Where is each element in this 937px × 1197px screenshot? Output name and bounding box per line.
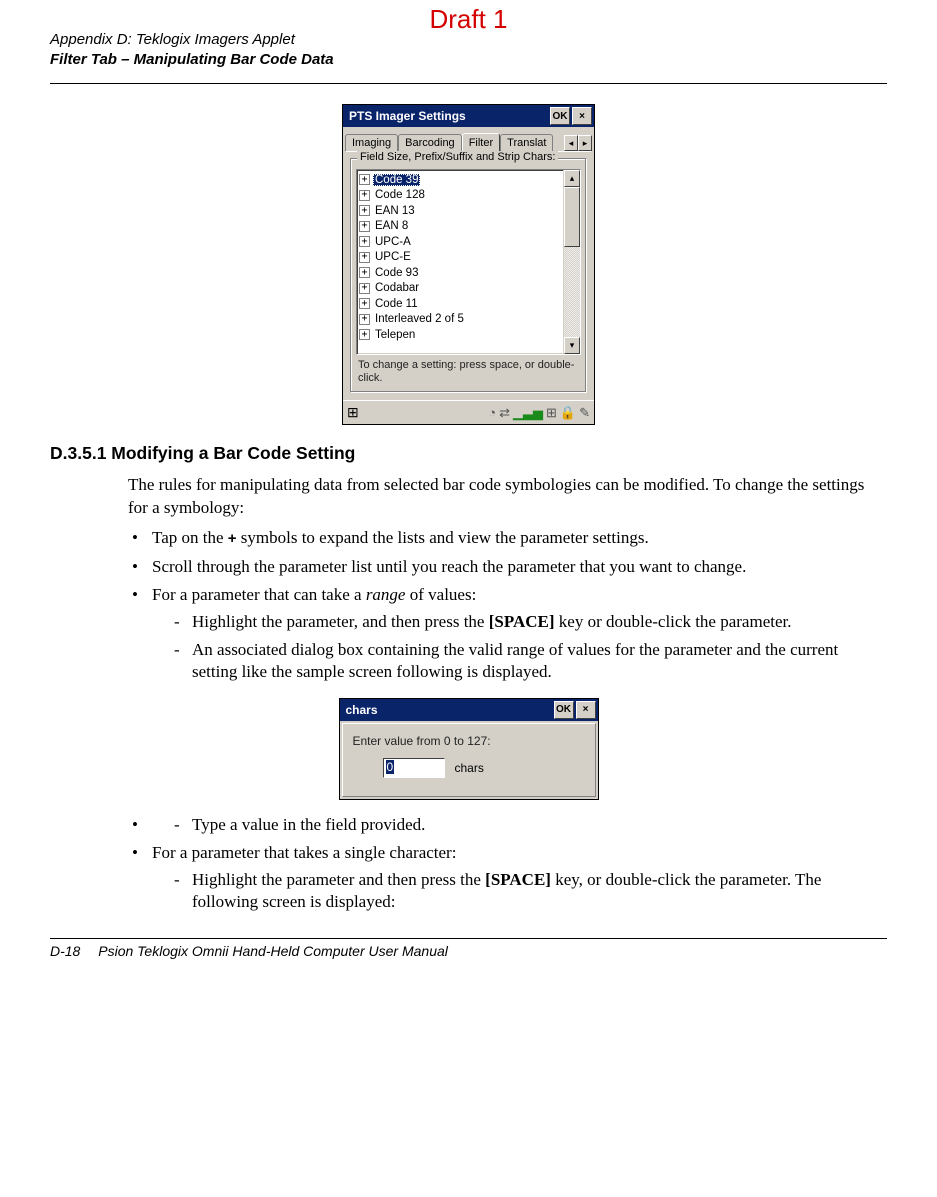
- tree-row[interactable]: +Code 128: [359, 188, 561, 204]
- tree-row[interactable]: +EAN 8: [359, 219, 561, 235]
- expand-icon[interactable]: +: [359, 174, 370, 185]
- draft-watermark: Draft 1: [429, 4, 507, 35]
- bullet-item: For a parameter that can take a range of…: [128, 584, 877, 684]
- tab-scroll-right-button[interactable]: ▸: [578, 135, 592, 151]
- tree-row[interactable]: +UPC-E: [359, 250, 561, 266]
- signal-icon[interactable]: ▁▃▅: [513, 405, 543, 421]
- ok-button[interactable]: OK: [550, 107, 570, 125]
- tree-row[interactable]: +Code 11: [359, 296, 561, 312]
- bullet-item: Tap on the + symbols to expand the lists…: [128, 527, 877, 549]
- value-input-wrapper: 0: [383, 758, 445, 778]
- expand-icon[interactable]: +: [359, 329, 370, 340]
- bullet-item: Scroll through the parameter list until …: [128, 556, 877, 578]
- bullet-item: For a parameter that takes a single char…: [128, 842, 877, 913]
- dash-item: Highlight the parameter, and then press …: [174, 611, 877, 633]
- groupbox: Field Size, Prefix/Suffix and Strip Char…: [350, 158, 587, 393]
- expand-icon[interactable]: +: [359, 221, 370, 232]
- body-text-2: Type a value in the field provided. For …: [128, 814, 877, 914]
- dash-item: Type a value in the field provided.: [174, 814, 877, 836]
- close-button[interactable]: ×: [572, 107, 592, 125]
- dialog-prompt: Enter value from 0 to 127:: [353, 734, 585, 748]
- header-line2: Filter Tab – Manipulating Bar Code Data: [50, 50, 887, 70]
- lock-icon[interactable]: 🔒: [560, 405, 576, 421]
- dialog-titlebar: chars OK ×: [340, 699, 598, 721]
- tree-row[interactable]: +Codabar: [359, 281, 561, 297]
- tab-filter[interactable]: Filter: [462, 133, 500, 151]
- expand-icon[interactable]: +: [359, 205, 370, 216]
- dialog-close-button[interactable]: ×: [576, 701, 596, 719]
- space-key: [SPACE]: [489, 612, 555, 631]
- tray-icon[interactable]: ✎: [579, 405, 590, 421]
- tab-barcoding[interactable]: Barcoding: [398, 134, 462, 151]
- tree-row[interactable]: +UPC-A: [359, 234, 561, 250]
- expand-icon[interactable]: +: [359, 236, 370, 247]
- hint-text: To change a setting: press space, or dou…: [356, 355, 581, 387]
- taskbar: ⊞ ◔ ⇄ ▁▃▅ ⊞ 🔒 ✎: [343, 400, 594, 424]
- scroll-thumb[interactable]: [564, 187, 580, 247]
- scrollbar[interactable]: ▴ ▾: [563, 170, 580, 354]
- tree-rows: +Code 39 +Code 128 +EAN 13 +EAN 8 +UPC-A…: [357, 170, 563, 354]
- tree-row[interactable]: +Interleaved 2 of 5: [359, 312, 561, 328]
- space-key: [SPACE]: [485, 870, 551, 889]
- footer-rule: [50, 938, 887, 939]
- tab-translat[interactable]: Translat: [500, 134, 553, 151]
- groupbox-title: Field Size, Prefix/Suffix and Strip Char…: [357, 151, 558, 163]
- intro-paragraph: The rules for manipulating data from sel…: [128, 474, 877, 519]
- tab-imaging[interactable]: Imaging: [345, 134, 398, 151]
- dialog-ok-button[interactable]: OK: [554, 701, 574, 719]
- selected-value: 0: [386, 760, 395, 774]
- chars-dialog: chars OK × Enter value from 0 to 127: 0 …: [339, 698, 599, 800]
- dash-item: An associated dialog box containing the …: [174, 639, 877, 684]
- dash-item: Highlight the parameter and then press t…: [174, 869, 877, 914]
- filter-panel: Field Size, Prefix/Suffix and Strip Char…: [346, 151, 591, 397]
- dialog-body: Enter value from 0 to 127: 0 chars: [342, 723, 596, 797]
- tree-row[interactable]: +Code 93: [359, 265, 561, 281]
- scroll-up-button[interactable]: ▴: [564, 170, 580, 187]
- body-text: The rules for manipulating data from sel…: [128, 474, 877, 684]
- tab-nav: ◂ ▸: [564, 135, 592, 151]
- tree-row[interactable]: +Code 39: [359, 172, 561, 188]
- section-heading: D.3.5.1 Modifying a Bar Code Setting: [50, 443, 887, 464]
- tray-icon[interactable]: ◔: [488, 405, 496, 421]
- tray-icon[interactable]: ⊞: [546, 405, 557, 421]
- page-footer: D-18 Psion Teklogix Omnii Hand-Held Comp…: [50, 943, 887, 959]
- expand-icon[interactable]: +: [359, 252, 370, 263]
- dialog-title: chars: [346, 703, 552, 717]
- tabs-row: Imaging Barcoding Filter Translat ◂ ▸: [343, 127, 594, 151]
- plus-symbol: +: [228, 530, 237, 547]
- tree-row[interactable]: +Telepen: [359, 327, 561, 343]
- range-italic: range: [366, 585, 406, 604]
- system-tray: ◔ ⇄ ▁▃▅ ⊞ 🔒 ✎: [488, 405, 590, 421]
- expand-icon[interactable]: +: [359, 298, 370, 309]
- tab-scroll-left-button[interactable]: ◂: [564, 135, 578, 151]
- expand-icon[interactable]: +: [359, 267, 370, 278]
- titlebar: PTS Imager Settings OK ×: [343, 105, 594, 127]
- unit-label: chars: [455, 761, 484, 775]
- header-rule: [50, 83, 887, 84]
- tray-icon[interactable]: ⇄: [499, 405, 510, 421]
- scroll-track[interactable]: [564, 187, 580, 337]
- window-title: PTS Imager Settings: [349, 109, 548, 123]
- tree-row[interactable]: +EAN 13: [359, 203, 561, 219]
- expand-icon[interactable]: +: [359, 314, 370, 325]
- page-header: Appendix D: Teklogix Imagers Applet Filt…: [50, 30, 887, 69]
- pts-imager-settings-window: PTS Imager Settings OK × Imaging Barcodi…: [342, 104, 595, 425]
- symbology-tree: +Code 39 +Code 128 +EAN 13 +EAN 8 +UPC-A…: [356, 169, 581, 355]
- expand-icon[interactable]: +: [359, 283, 370, 294]
- expand-icon[interactable]: +: [359, 190, 370, 201]
- manual-title: Psion Teklogix Omnii Hand-Held Computer …: [98, 943, 448, 959]
- start-flag-icon[interactable]: ⊞: [347, 404, 359, 421]
- scroll-down-button[interactable]: ▾: [564, 337, 580, 354]
- page-number: D-18: [50, 943, 80, 959]
